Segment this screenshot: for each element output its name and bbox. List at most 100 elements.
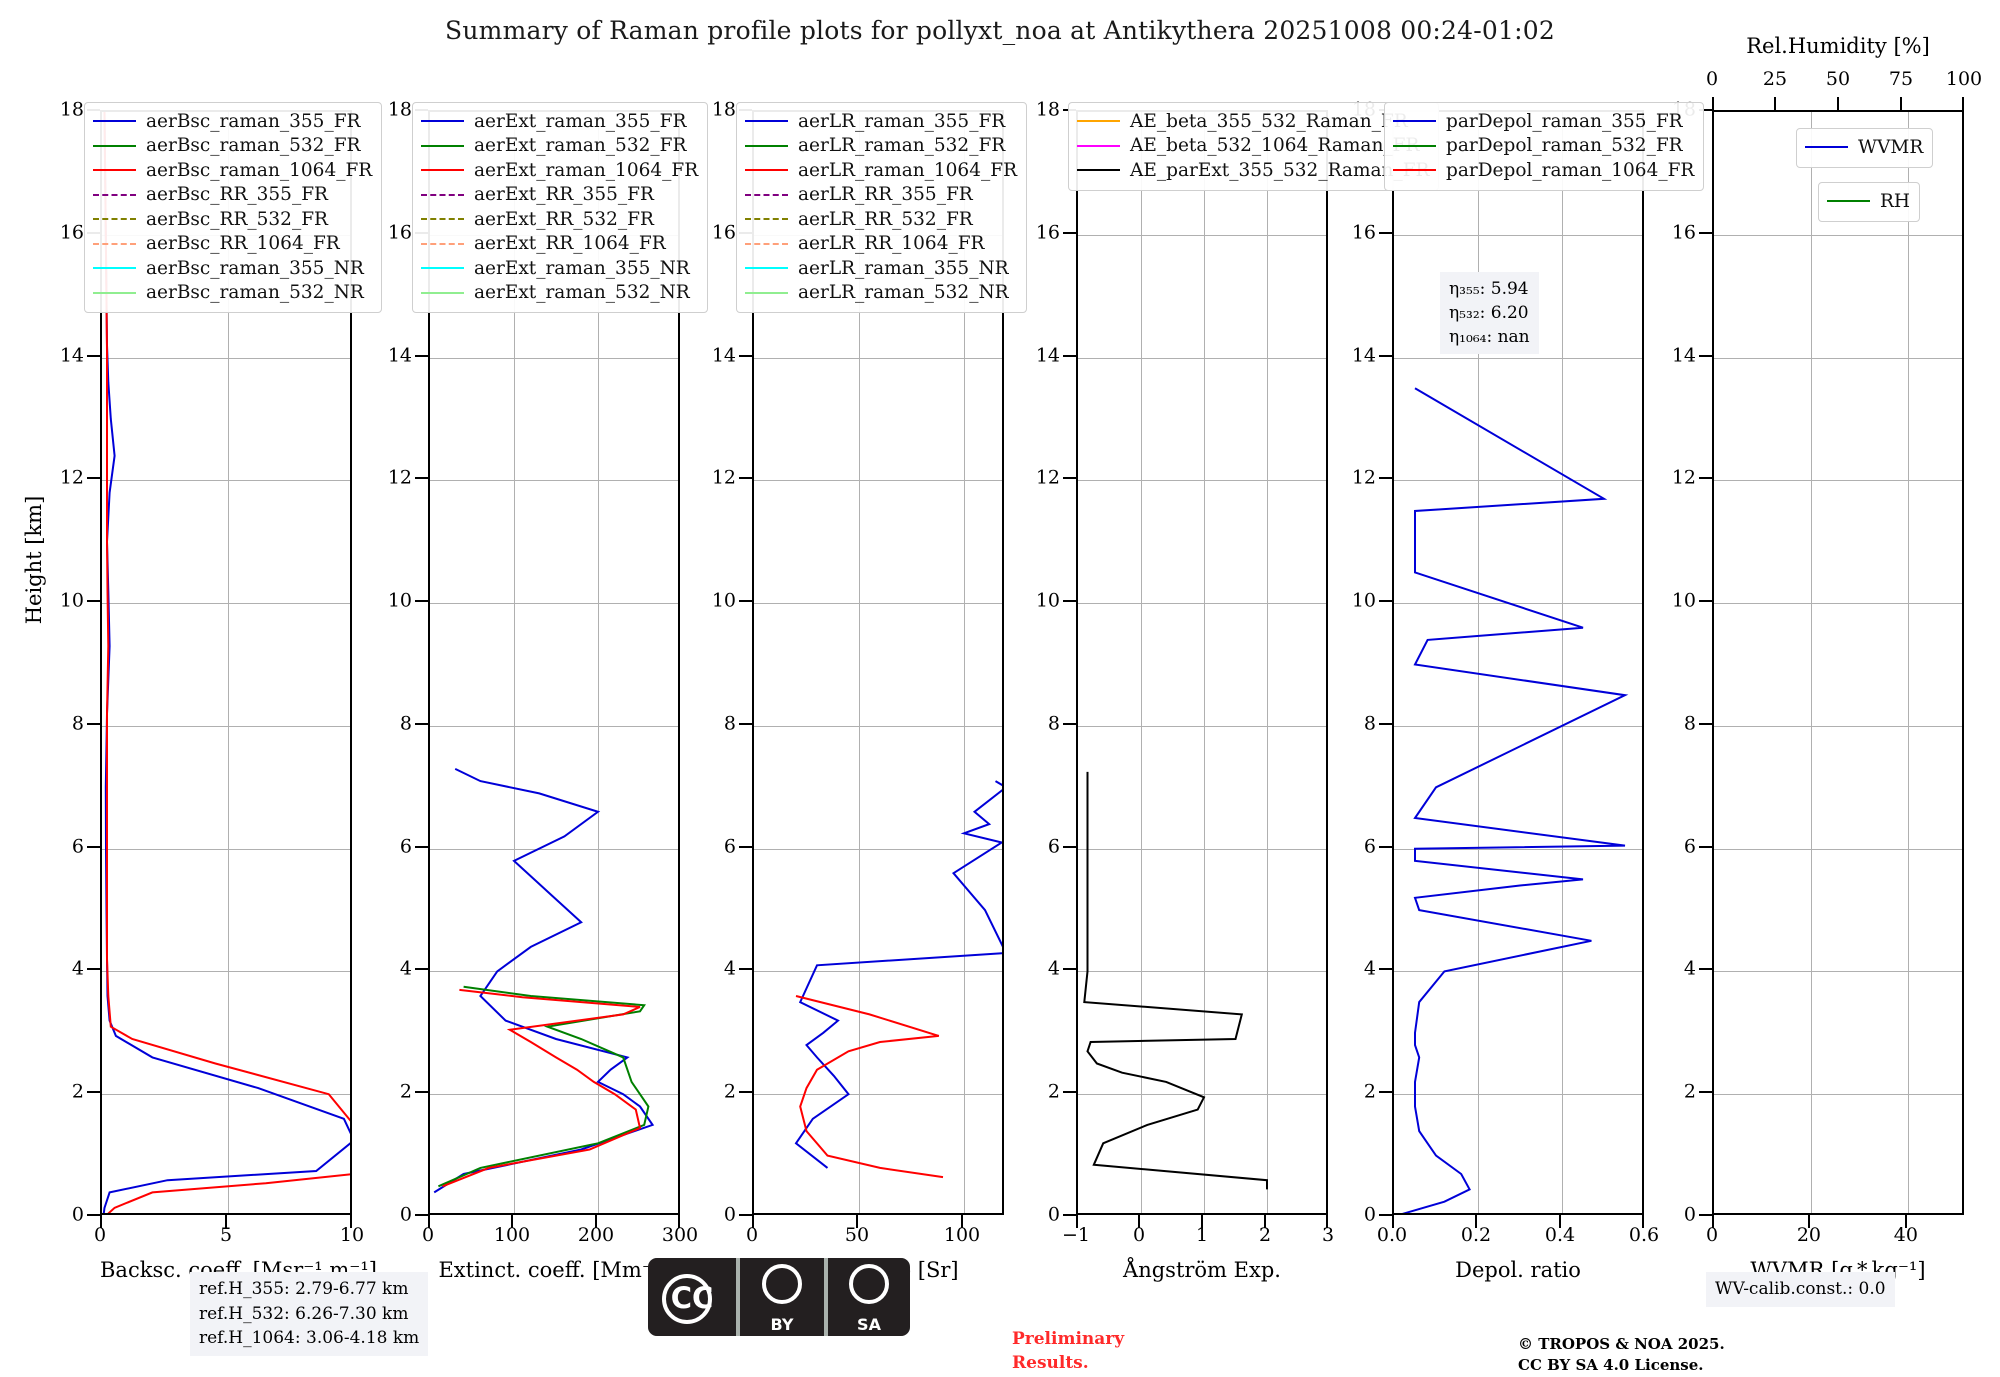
legend-item[interactable]: aerExt_RR_532_FR xyxy=(421,207,698,232)
legend-item[interactable]: aerExt_raman_532_FR xyxy=(421,134,698,159)
legend-line-swatch xyxy=(1805,146,1848,149)
y-tick-label: 0 xyxy=(1683,1203,1696,1226)
sa-arrow-icon xyxy=(849,1264,889,1304)
x-tick-label: 0.2 xyxy=(1460,1224,1492,1246)
gridline-h xyxy=(754,480,1002,482)
legend-item[interactable]: aerBsc_raman_355_FR xyxy=(93,109,372,134)
panel-extinction: 0 2 4 6 8 10 12 14 16 18 0 100 200 300 Extinct. coeff.… xyxy=(388,99,709,1282)
x-tick xyxy=(1642,1215,1644,1228)
legend-item[interactable]: aerLR_RR_355_FR xyxy=(745,183,1017,208)
y-tick xyxy=(1699,1214,1712,1216)
y-tick xyxy=(415,477,428,480)
legend-line-swatch xyxy=(93,291,136,294)
gridline-h xyxy=(102,971,350,973)
legend-item[interactable]: WVMR xyxy=(1805,135,1923,160)
legend-label: aerBsc_raman_355_NR xyxy=(146,257,364,279)
legend-angstrom-exponent[interactable]: AE_beta_355_532_Raman_FR AE_beta_532_1064… xyxy=(1068,102,1440,191)
legend-item[interactable]: aerLR_RR_532_FR xyxy=(745,207,1017,232)
legend-item[interactable]: aerBsc_raman_1064_FR xyxy=(93,158,372,183)
legend-item[interactable]: aerBsc_raman_355_NR xyxy=(93,256,372,281)
x-tick xyxy=(1392,1215,1394,1228)
legend-depolarization[interactable]: parDepol_raman_355_FR parDepol_raman_532_… xyxy=(1384,102,1705,191)
legend-item[interactable]: aerExt_raman_355_FR xyxy=(421,109,698,134)
x-tick xyxy=(1326,1215,1328,1228)
y-tick-label: 8 xyxy=(1683,712,1696,735)
legend-item[interactable]: aerBsc_RR_1064_FR xyxy=(93,232,372,257)
y-tick-label: 18 xyxy=(711,98,736,121)
legend-label: aerBsc_raman_532_NR xyxy=(146,282,364,304)
legend-item[interactable]: aerExt_raman_1064_FR xyxy=(421,158,698,183)
legend-backscatter[interactable]: aerBsc_raman_355_FR aerBsc_raman_532_FR ae… xyxy=(84,102,383,313)
legend-wvmr[interactable]: WVMR xyxy=(1796,128,1934,168)
cc-badge-cc-text: CC xyxy=(670,1281,714,1315)
series-AE_parExt_355_532_Raman_FR xyxy=(1083,771,1268,1190)
legend-line-swatch xyxy=(1393,169,1436,172)
legend-label: aerExt_raman_355_NR xyxy=(474,257,690,279)
y-tick-label: 10 xyxy=(1035,589,1060,612)
gridline-h xyxy=(1714,848,1962,850)
cc-circle-icon xyxy=(662,1274,712,1324)
legend-item[interactable]: aerLR_raman_532_NR xyxy=(745,281,1017,306)
legend-item[interactable]: RH xyxy=(1827,189,1910,214)
legend-item[interactable]: aerLR_raman_355_NR xyxy=(745,256,1017,281)
gridline-h xyxy=(754,848,1002,850)
legend-item[interactable]: aerBsc_raman_532_FR xyxy=(93,134,372,159)
annotation-eta-532: η₅₃₂: 6.20 xyxy=(1449,303,1529,324)
gridline-v xyxy=(598,112,599,1213)
legend-item[interactable]: aerLR_raman_1064_FR xyxy=(745,158,1017,183)
legend-item[interactable]: parDepol_raman_355_FR xyxy=(1393,109,1694,134)
y-tick-label: 18 xyxy=(387,98,412,121)
legend-extinction[interactable]: aerExt_raman_355_FR aerExt_raman_532_FR ae… xyxy=(412,102,709,313)
legend-line-swatch xyxy=(1827,200,1870,203)
gridline-v xyxy=(964,112,965,1213)
legend-item[interactable]: AE_beta_532_1064_Raman_FR xyxy=(1077,134,1429,159)
y-tick xyxy=(1063,1091,1076,1094)
gridline-v xyxy=(1267,112,1268,1213)
legend-item[interactable]: aerBsc_RR_355_FR xyxy=(93,183,372,208)
legend-item[interactable]: aerBsc_raman_532_NR xyxy=(93,281,372,306)
y-tick-label: 16 xyxy=(711,221,736,244)
cc-license-badge[interactable]: CC BY SA xyxy=(648,1258,910,1336)
legend-item[interactable]: aerExt_RR_355_FR xyxy=(421,183,698,208)
legend-item[interactable]: aerLR_raman_532_FR xyxy=(745,134,1017,159)
gridline-v xyxy=(1907,112,1909,1213)
x-tick-label: 1 xyxy=(1195,1224,1209,1246)
legend-label: aerLR_raman_532_NR xyxy=(798,282,1009,304)
figure-title: Summary of Raman profile plots for polly… xyxy=(445,16,1555,45)
legend-item[interactable]: parDepol_raman_532_FR xyxy=(1393,134,1694,159)
y-tick-label: 0 xyxy=(723,1203,736,1226)
y-tick-label: 12 xyxy=(711,466,736,489)
legend-item[interactable]: aerBsc_RR_532_FR xyxy=(93,207,372,232)
legend-item[interactable]: aerExt_raman_532_NR xyxy=(421,281,698,306)
y-tick-label: 14 xyxy=(1671,344,1696,367)
y-tick xyxy=(1379,231,1392,234)
cc-badge-sa-cell: SA xyxy=(828,1258,910,1336)
legend-label: aerLR_raman_355_FR xyxy=(798,110,1006,132)
legend-item[interactable]: aerLR_raman_355_FR xyxy=(745,109,1017,134)
legend-line-swatch xyxy=(745,218,788,221)
y-tick xyxy=(1379,477,1392,480)
legend-lidar-ratio[interactable]: aerLR_raman_355_FR aerLR_raman_532_FR aerL… xyxy=(736,102,1027,313)
gridline-h xyxy=(1078,357,1326,359)
legend-label: aerBsc_raman_355_FR xyxy=(146,110,361,132)
legend-item[interactable]: aerLR_RR_1064_FR xyxy=(745,232,1017,257)
legend-item[interactable]: parDepol_raman_1064_FR xyxy=(1393,158,1694,183)
y-tick xyxy=(87,600,100,603)
y-tick-label: 0 xyxy=(1047,1203,1060,1226)
legend-label: WVMR xyxy=(1858,136,1924,158)
legend-item[interactable]: aerExt_RR_1064_FR xyxy=(421,232,698,257)
gridline-h xyxy=(1078,234,1326,236)
legend-item[interactable]: AE_parExt_355_532_Raman_FR xyxy=(1077,158,1429,183)
x-axis-title-extinction: Extinct. coeff. [Mm⁻¹] xyxy=(438,1258,670,1282)
x-tick xyxy=(1904,1215,1907,1228)
legend-item[interactable]: aerExt_raman_355_NR xyxy=(421,256,698,281)
y-tick-label: 2 xyxy=(1683,1080,1696,1103)
legend-rh[interactable]: RH xyxy=(1818,182,1921,222)
series-layer xyxy=(433,767,655,1194)
gridline-h xyxy=(754,357,1002,359)
legend-item[interactable]: AE_beta_355_532_Raman_FR xyxy=(1077,109,1429,134)
top-x-tick xyxy=(1900,97,1902,110)
y-tick xyxy=(87,722,100,725)
y-tick-label: 16 xyxy=(59,221,84,244)
y-tick-label: 2 xyxy=(1363,1080,1376,1103)
